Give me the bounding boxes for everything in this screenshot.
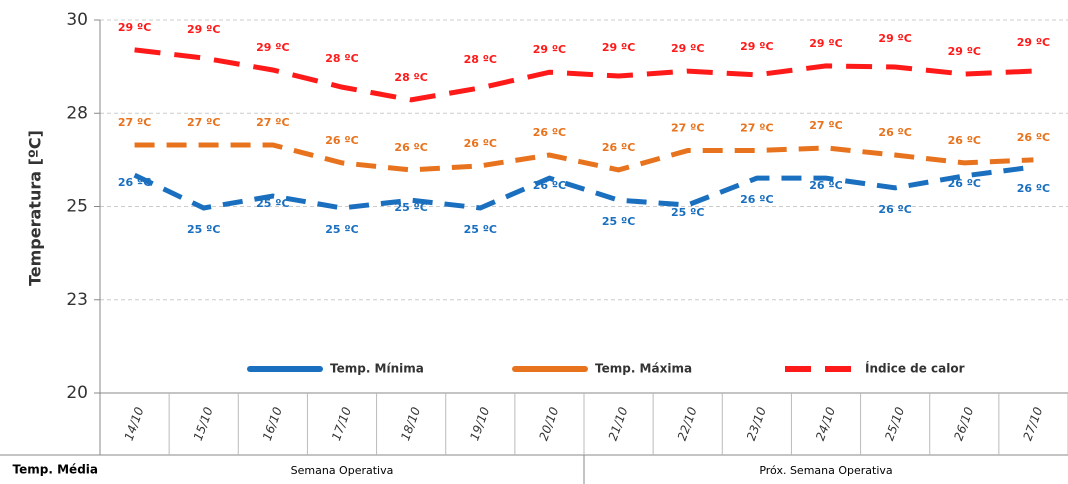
data-label: 29 ºC xyxy=(533,43,566,56)
legend-label: Temp. Máxima xyxy=(595,362,692,376)
data-label: 25 ºC xyxy=(394,201,427,214)
data-label: 26 ºC xyxy=(878,126,911,139)
data-label: 29 ºC xyxy=(671,42,704,55)
data-label: 25 ºC xyxy=(671,206,704,219)
legend-label: Índice de calor xyxy=(865,361,965,376)
x-tick-label: 24/10 xyxy=(813,405,838,443)
y-tick-label: 30 xyxy=(66,10,88,30)
data-label: 26 ºC xyxy=(948,134,981,147)
data-label: 26 ºC xyxy=(325,134,358,147)
x-tick-label: 21/10 xyxy=(606,405,631,443)
data-label: 29 ºC xyxy=(878,32,911,45)
data-label: 28 ºC xyxy=(394,71,427,84)
series-line xyxy=(133,164,1034,211)
data-label: 25 ºC xyxy=(325,223,358,236)
data-label: 25 ºC xyxy=(464,223,497,236)
x-tick-label: 14/10 xyxy=(122,405,147,443)
group-label: Próx. Semana Operativa xyxy=(759,464,892,477)
x-tick-label: 16/10 xyxy=(260,405,285,443)
x-tick-label: 26/10 xyxy=(951,405,976,443)
data-label: 27 ºC xyxy=(809,119,842,132)
data-label: 26 ºC xyxy=(533,179,566,192)
data-label: 26 ºC xyxy=(1017,182,1050,195)
x-tick-label: 17/10 xyxy=(329,405,354,443)
data-label: 26 ºC xyxy=(809,179,842,192)
data-label: 29 ºC xyxy=(256,41,289,54)
y-tick-label: 23 xyxy=(66,290,88,310)
data-label: 27 ºC xyxy=(740,122,773,135)
y-axis-label: Temperatura [ºC] xyxy=(26,130,45,286)
data-label: 29 ºC xyxy=(809,37,842,50)
data-label: 29 ºC xyxy=(948,45,981,58)
data-label: 26 ºC xyxy=(118,176,151,189)
series-line xyxy=(134,47,1034,103)
data-label: 26 ºC xyxy=(602,141,635,154)
x-tick-label: 27/10 xyxy=(1020,405,1045,443)
data-label: 25 ºC xyxy=(602,215,635,228)
data-label: 29 ºC xyxy=(118,21,151,34)
data-label: 26 ºC xyxy=(394,141,427,154)
x-tick-label: 22/10 xyxy=(675,405,700,443)
data-label: 26 ºC xyxy=(1017,131,1050,144)
data-label: 25 ºC xyxy=(187,223,220,236)
data-label: 27 ºC xyxy=(671,122,704,135)
data-label: 27 ºC xyxy=(256,116,289,129)
x-tick-label: 15/10 xyxy=(191,405,216,443)
y-tick-label: 28 xyxy=(66,103,88,123)
data-label: 27 ºC xyxy=(187,116,220,129)
y-tick-label: 20 xyxy=(66,383,88,403)
data-label: 29 ºC xyxy=(740,40,773,53)
data-label: 26 ºC xyxy=(740,193,773,206)
data-label: 26 ºC xyxy=(464,137,497,150)
x-tick-label: 25/10 xyxy=(882,405,907,443)
data-label: 26 ºC xyxy=(533,126,566,139)
data-label: 26 ºC xyxy=(948,177,981,190)
legend-label: Temp. Mínima xyxy=(330,362,424,376)
data-label: 28 ºC xyxy=(464,53,497,66)
x-tick-label: 20/10 xyxy=(536,405,561,443)
y-tick-label: 25 xyxy=(66,197,88,217)
data-label: 29 ºC xyxy=(602,41,635,54)
data-label: 29 ºC xyxy=(187,23,220,36)
data-label: 29 ºC xyxy=(1017,36,1050,49)
series-line xyxy=(134,142,1034,173)
data-label: 28 ºC xyxy=(325,52,358,65)
x-tick-label: 23/10 xyxy=(744,405,769,443)
x-tick-label: 18/10 xyxy=(398,405,423,443)
data-label: 26 ºC xyxy=(878,203,911,216)
data-label: 25 ºC xyxy=(256,197,289,210)
x-tick-label: 19/10 xyxy=(467,405,492,443)
table-row-label: Temp. Média xyxy=(13,463,98,477)
group-label: Semana Operativa xyxy=(291,464,394,477)
data-label: 27 ºC xyxy=(118,116,151,129)
